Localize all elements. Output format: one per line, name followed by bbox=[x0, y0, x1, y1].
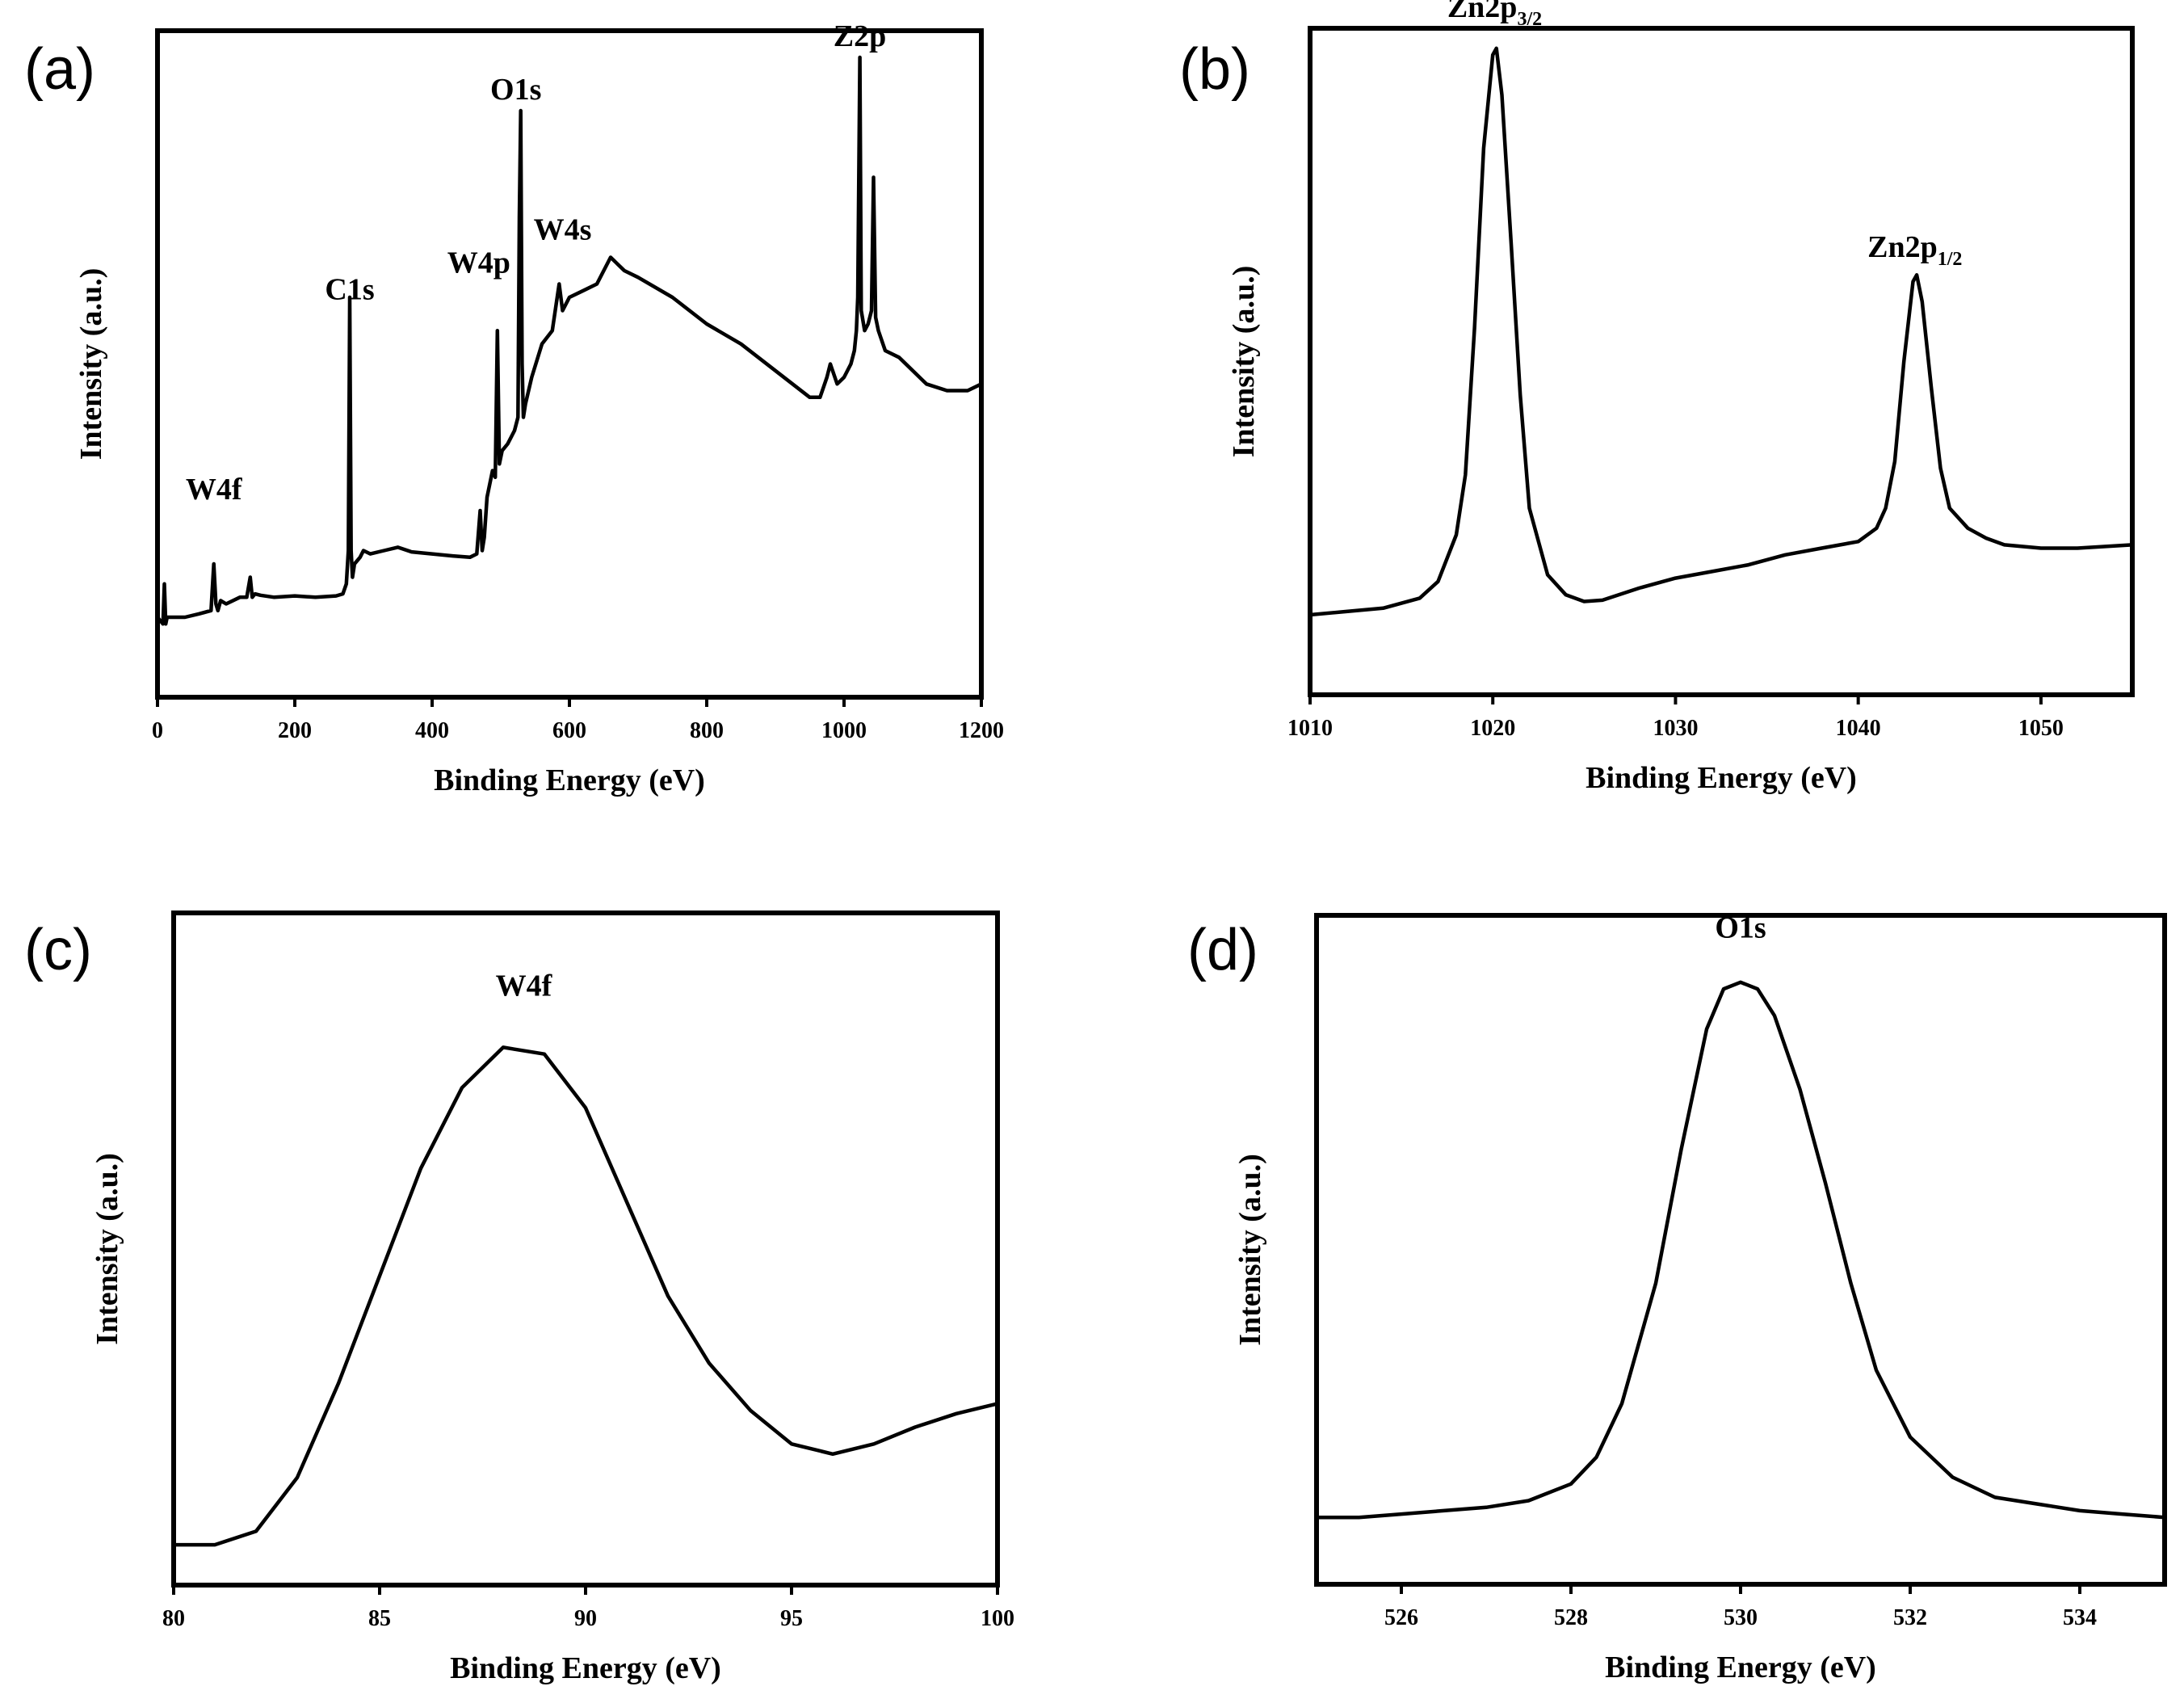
x-tick-label: 1050 bbox=[2018, 716, 2064, 741]
x-tick-label: 530 bbox=[1724, 1605, 1758, 1630]
x-tick-label: 532 bbox=[1893, 1605, 1927, 1630]
x-tick-label: 400 bbox=[415, 718, 449, 743]
y-axis-label: Intensity (a.u.) bbox=[90, 1153, 124, 1345]
x-tick-label: 528 bbox=[1554, 1605, 1588, 1630]
x-tick-label: 1030 bbox=[1653, 716, 1698, 741]
x-tick-label: 85 bbox=[368, 1606, 391, 1631]
peak-annotation: O1s bbox=[490, 73, 541, 107]
peak-annotation: Z2p bbox=[834, 19, 886, 53]
y-axis-label: Intensity (a.u.) bbox=[74, 268, 108, 460]
x-tick-label: 1040 bbox=[1836, 716, 1881, 741]
peak-annotation: Zn2p3/2 bbox=[1447, 0, 1542, 30]
peak-annotation: Zn2p1/2 bbox=[1867, 230, 1962, 270]
series-line bbox=[1308, 46, 2135, 617]
y-axis-label: Intensity (a.u.) bbox=[1233, 1154, 1267, 1346]
x-tick-label: 200 bbox=[278, 718, 312, 743]
x-axis-label: Binding Energy (eV) bbox=[1605, 1651, 1876, 1684]
series-line bbox=[171, 1045, 1000, 1547]
panel-d: (d) 526 528 530 532 534 Binding Energy (eV) Int… bbox=[1187, 910, 2167, 1684]
x-tick-label: 80 bbox=[162, 1606, 185, 1631]
x-tick-label: 800 bbox=[690, 718, 724, 743]
x-tick-label: 0 bbox=[152, 718, 163, 743]
x-tick-label: 526 bbox=[1384, 1605, 1418, 1630]
x-tick-label: 100 bbox=[981, 1606, 1014, 1631]
panel-a: (a) 0 200 400 600 800 1000 1200 Binding Energy (… bbox=[24, 19, 1004, 797]
series-line bbox=[155, 55, 984, 626]
peak-annotation: W4p bbox=[447, 246, 510, 280]
x-tick-label: 1010 bbox=[1287, 716, 1333, 741]
plot-frame bbox=[1308, 26, 2135, 697]
panel-label: (c) bbox=[24, 918, 92, 982]
x-tick-label: 1020 bbox=[1470, 716, 1515, 741]
x-tick-label: 534 bbox=[2063, 1605, 2097, 1630]
x-tick-label: 90 bbox=[574, 1606, 597, 1631]
series-line bbox=[1314, 980, 2167, 1520]
panel-label: (b) bbox=[1179, 37, 1250, 102]
plot-frame bbox=[171, 910, 1000, 1588]
peak-annotation: W4f bbox=[186, 473, 243, 507]
x-tick-label: 600 bbox=[552, 718, 586, 743]
plot-frame bbox=[1314, 913, 2167, 1587]
panel-c: (c) 80 85 90 95 100 Binding Energy (eV) Intensi… bbox=[24, 910, 1014, 1685]
panel-label: (a) bbox=[24, 37, 95, 102]
peak-annotation: O1s bbox=[1715, 910, 1766, 944]
x-tick-label: 1200 bbox=[959, 718, 1004, 743]
x-axis-label: Binding Energy (eV) bbox=[450, 1651, 721, 1685]
peak-annotation: W4f bbox=[496, 969, 553, 1003]
panel-label: (d) bbox=[1187, 918, 1258, 982]
panel-b: (b) 1010 1020 1030 1040 1050 Binding Energy (e… bbox=[1179, 0, 2135, 795]
peak-annotation: C1s bbox=[325, 273, 374, 307]
x-tick-label: 1000 bbox=[821, 718, 867, 743]
x-axis-label: Binding Energy (eV) bbox=[1586, 761, 1857, 795]
y-axis-label: Intensity (a.u.) bbox=[1227, 266, 1261, 458]
x-tick-label: 95 bbox=[780, 1606, 803, 1631]
peak-annotation: W4s bbox=[534, 212, 592, 246]
x-axis-label: Binding Energy (eV) bbox=[434, 763, 705, 797]
